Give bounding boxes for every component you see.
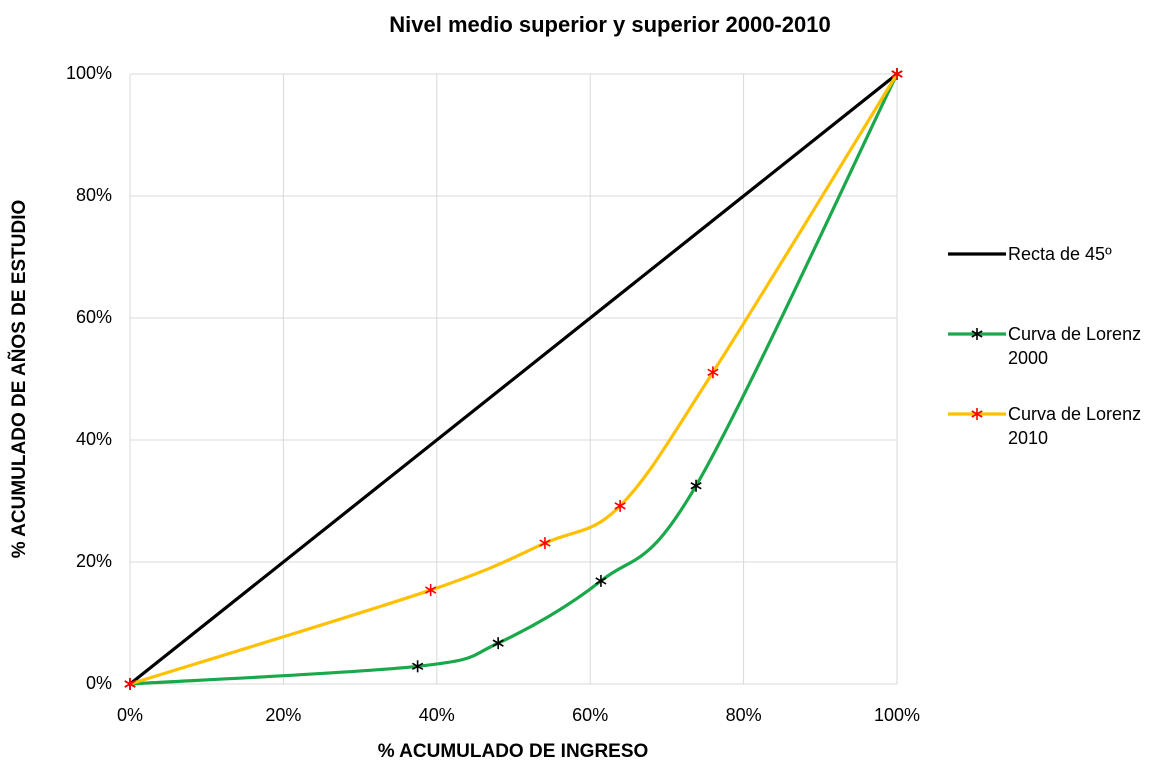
legend-swatch	[948, 252, 1006, 256]
legend-label: Curva de Lorenz 2010	[1008, 404, 1142, 448]
x-axis-title: % ACUMULADO DE INGRESO	[378, 741, 649, 762]
x-tick-label: 80%	[726, 705, 762, 725]
y-tick-label: 80%	[76, 185, 112, 205]
x-tick-label: 60%	[572, 705, 608, 725]
series-line	[129, 73, 899, 686]
marker	[539, 537, 551, 550]
y-tick-label: 100%	[66, 63, 112, 83]
legend-item: Recta de 45º	[948, 242, 1149, 266]
y-tick-label: 0%	[86, 673, 112, 693]
x-tick-label: 40%	[419, 705, 455, 725]
y-tick-label: 40%	[76, 429, 112, 449]
legend-swatch	[948, 408, 1006, 420]
marker	[595, 574, 607, 587]
marker	[690, 479, 702, 492]
legend-item: Curva de Lorenz 2010	[948, 402, 1149, 450]
x-tick-label: 20%	[265, 705, 301, 725]
series-line	[129, 73, 899, 686]
marker	[425, 584, 437, 597]
marker	[492, 637, 504, 650]
y-tick-label: 60%	[76, 307, 112, 327]
series-line	[129, 72, 898, 686]
y-tick-label: 20%	[76, 551, 112, 571]
marker	[412, 660, 424, 673]
y-axis-title: % ACUMULADO DE AÑOS DE ESTUDIO	[8, 200, 30, 559]
marker	[707, 366, 719, 379]
x-tick-label: 0%	[117, 705, 143, 725]
x-tick-label: 100%	[874, 705, 920, 725]
marker	[891, 68, 903, 80]
legend-swatch	[948, 328, 1006, 340]
legend-label: Curva de Lorenz 2000	[1008, 324, 1142, 368]
marker	[124, 678, 136, 690]
chart-title: Nivel medio superior y superior 2000-201…	[389, 12, 830, 37]
legend-item: Curva de Lorenz 2000	[948, 322, 1149, 370]
marker	[614, 499, 626, 512]
legend-label: Recta de 45º	[1008, 244, 1112, 264]
